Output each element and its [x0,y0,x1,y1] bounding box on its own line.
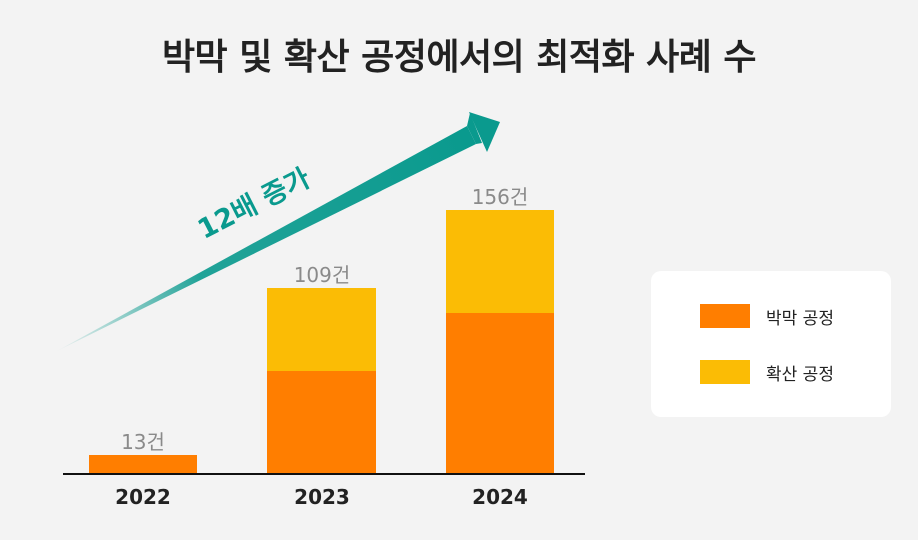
bar-segment-thin-film [89,455,197,474]
bar-2022 [89,455,197,474]
bar-segment-diffusion [267,288,376,371]
bar-2023 [267,288,376,474]
legend-swatch-yellow [700,360,750,384]
x-tick-label: 2024 [472,485,528,509]
legend-item-thin-film: 박막 공정 [700,304,834,329]
legend: 박막 공정 확산 공정 [651,271,891,417]
chart-title: 박막 및 확산 공정에서의 최적화 사례 수 [161,37,757,78]
bar-segment-thin-film [267,371,376,474]
bar-total-label: 13건 [121,430,165,454]
legend-label: 확산 공정 [766,364,834,385]
x-tick-label: 2022 [115,485,171,509]
x-axis-line [63,473,585,475]
legend-item-diffusion: 확산 공정 [700,360,834,385]
legend-swatch-orange [700,304,750,328]
bar-total-label: 156건 [471,185,529,209]
legend-label: 박막 공정 [766,308,834,329]
bar-2024 [446,210,554,474]
bar-segment-thin-film [446,313,554,474]
x-tick-label: 2023 [294,485,350,509]
bar-total-label: 109건 [293,263,351,287]
bar-segment-diffusion [446,210,554,313]
